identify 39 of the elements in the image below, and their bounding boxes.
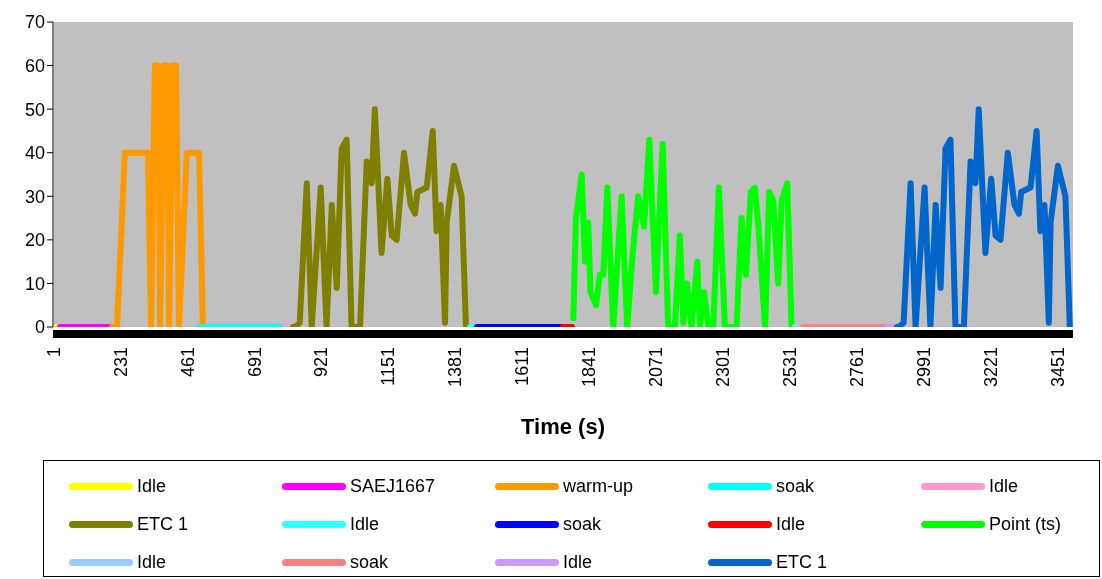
x-tick-label: 1	[43, 347, 64, 358]
x-tick-label: 231	[110, 347, 131, 378]
x-axis-title: Time (s)	[521, 414, 605, 439]
legend-label: ETC 1	[137, 513, 189, 535]
y-tick-label: 10	[24, 273, 45, 294]
x-tick-label: 2991	[913, 347, 934, 388]
legend-label: soak	[563, 513, 602, 535]
x-tick-label: 2761	[846, 347, 867, 388]
legend-label: SAEJ1667	[350, 475, 436, 497]
y-tick-label: 60	[24, 55, 45, 76]
x-tick-label: 2301	[713, 347, 734, 388]
legend-label: Idle	[563, 551, 593, 573]
legend-label: Idle	[137, 475, 167, 497]
legend-label: Idle	[350, 513, 380, 535]
x-tick-label: 461	[177, 347, 198, 378]
y-tick-label: 0	[34, 317, 45, 338]
legend-label: Idle	[776, 513, 806, 535]
y-tick-label: 50	[24, 99, 45, 120]
legend-label: Idle	[137, 551, 167, 573]
legend-label: warm-up	[563, 475, 634, 497]
y-tick-label: 20	[24, 230, 45, 251]
x-tick-label: 3221	[980, 347, 1001, 388]
x-tick-label: 2531	[780, 347, 801, 388]
x-tick-label: 3451	[1047, 347, 1068, 388]
legend-label: soak	[350, 551, 389, 573]
y-tick-label: 40	[24, 143, 45, 164]
x-tick-label: 2071	[646, 347, 667, 388]
x-tick-label: 921	[311, 347, 332, 378]
legend-label: Point (ts)	[989, 513, 1062, 535]
x-tick-label: 1611	[512, 347, 533, 386]
legend-label: soak	[776, 475, 815, 497]
legend-label: ETC 1	[776, 551, 828, 573]
x-tick-label: 1381	[445, 347, 466, 388]
y-tick-label: 30	[24, 186, 45, 207]
x-tick-label: 691	[244, 347, 265, 378]
x-tick-label: 1151	[378, 347, 399, 386]
y-tick-label: 70	[24, 12, 45, 33]
legend-label: Idle	[989, 475, 1019, 497]
x-tick-label: 1841	[579, 347, 600, 388]
